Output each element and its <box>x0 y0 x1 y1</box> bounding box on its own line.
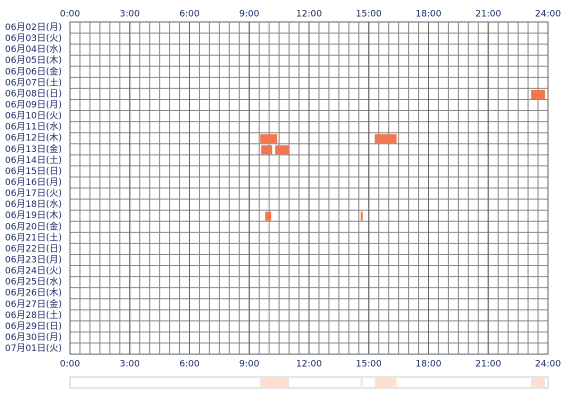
x-tick-label-top: 9:00 <box>239 10 259 20</box>
y-tick-label: 06月16日(月) <box>5 177 62 188</box>
y-tick-label: 06月29日(日) <box>5 321 62 332</box>
y-tick-label: 06月28日(土) <box>5 309 62 321</box>
x-tick-label-bottom: 18:00 <box>416 360 442 370</box>
y-tick-label: 06月02日(月) <box>5 22 62 33</box>
x-tick-label-bottom: 9:00 <box>239 360 259 370</box>
x-tick-label-top: 0:00 <box>60 10 80 20</box>
y-tick-label: 06月17日(火) <box>5 188 62 199</box>
y-tick-label: 06月15日(日) <box>5 166 62 177</box>
y-tick-label: 06月18日(水) <box>5 198 62 210</box>
activity-block <box>360 211 363 221</box>
x-tick-label-top: 12:00 <box>296 10 322 20</box>
x-tick-label-top: 6:00 <box>179 10 199 20</box>
x-tick-label-top: 15:00 <box>356 10 382 20</box>
x-tick-label-bottom: 24:00 <box>535 360 561 370</box>
summary-block <box>275 378 290 388</box>
activity-block <box>275 145 290 155</box>
summary-block <box>531 378 546 388</box>
activity-block <box>261 145 273 155</box>
y-tick-label: 06月26日(木) <box>5 287 62 299</box>
y-tick-label: 06月07日(土) <box>5 76 62 88</box>
x-tick-label-bottom: 21:00 <box>475 360 501 370</box>
y-tick-label: 06月12日(木) <box>5 132 62 144</box>
summary-frame <box>69 376 549 389</box>
x-tick-label-bottom: 3:00 <box>120 360 140 370</box>
y-tick-label: 06月05日(木) <box>5 54 62 66</box>
activity-block <box>260 134 278 144</box>
y-tick-label: 07月01日(火) <box>5 343 62 354</box>
x-tick-label-bottom: 6:00 <box>179 360 199 370</box>
y-tick-label: 06月08日(日) <box>5 88 62 99</box>
x-tick-label-top: 24:00 <box>535 10 561 20</box>
y-tick-label: 06月11日(水) <box>5 121 62 133</box>
activity-block <box>374 134 397 144</box>
x-tick-label-top: 3:00 <box>120 10 140 20</box>
activity-block <box>265 211 272 221</box>
x-tick-label-top: 18:00 <box>416 10 442 20</box>
y-tick-label: 06月13日(金) <box>5 143 62 155</box>
x-tick-label-bottom: 12:00 <box>296 360 322 370</box>
y-tick-label: 06月19日(木) <box>5 209 62 221</box>
y-tick-label: 06月14日(土) <box>5 154 62 166</box>
y-tick-label: 06月06日(金) <box>5 65 62 77</box>
y-tick-label: 06月09日(月) <box>5 100 62 111</box>
summary-block <box>360 378 363 388</box>
x-tick-label-bottom: 0:00 <box>60 360 80 370</box>
summary-block <box>265 378 272 388</box>
activity-block <box>531 89 546 99</box>
y-tick-label: 06月10日(火) <box>5 111 62 122</box>
y-tick-label: 06月20日(金) <box>5 220 62 232</box>
y-tick-label: 06月23日(月) <box>5 255 62 266</box>
y-tick-label: 06月30日(月) <box>5 332 62 343</box>
x-tick-label-top: 21:00 <box>475 10 501 20</box>
y-tick-label: 06月21日(土) <box>5 231 62 243</box>
y-tick-label: 06月27日(金) <box>5 298 62 310</box>
y-tick-label: 06月22日(日) <box>5 243 62 254</box>
y-tick-label: 06月24日(火) <box>5 266 62 277</box>
y-tick-label: 06月03日(火) <box>5 33 62 44</box>
x-tick-label-bottom: 15:00 <box>356 360 382 370</box>
y-tick-label: 06月25日(水) <box>5 276 62 288</box>
y-tick-label: 06月04日(水) <box>5 43 62 55</box>
summary-block <box>374 378 397 388</box>
